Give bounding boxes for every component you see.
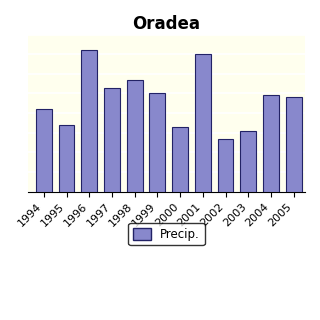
Bar [127,80,143,192]
Bar [195,54,211,192]
Bar [263,95,279,192]
Bar [240,131,256,192]
Bar [81,50,97,192]
Bar [172,127,188,192]
Title: Oradea: Oradea [132,15,200,33]
Bar [286,97,301,192]
Bar [149,93,165,192]
Bar [36,109,52,192]
Bar [218,139,234,192]
Bar [104,88,120,192]
Bar [59,125,75,192]
Legend: Precip.: Precip. [128,223,204,245]
